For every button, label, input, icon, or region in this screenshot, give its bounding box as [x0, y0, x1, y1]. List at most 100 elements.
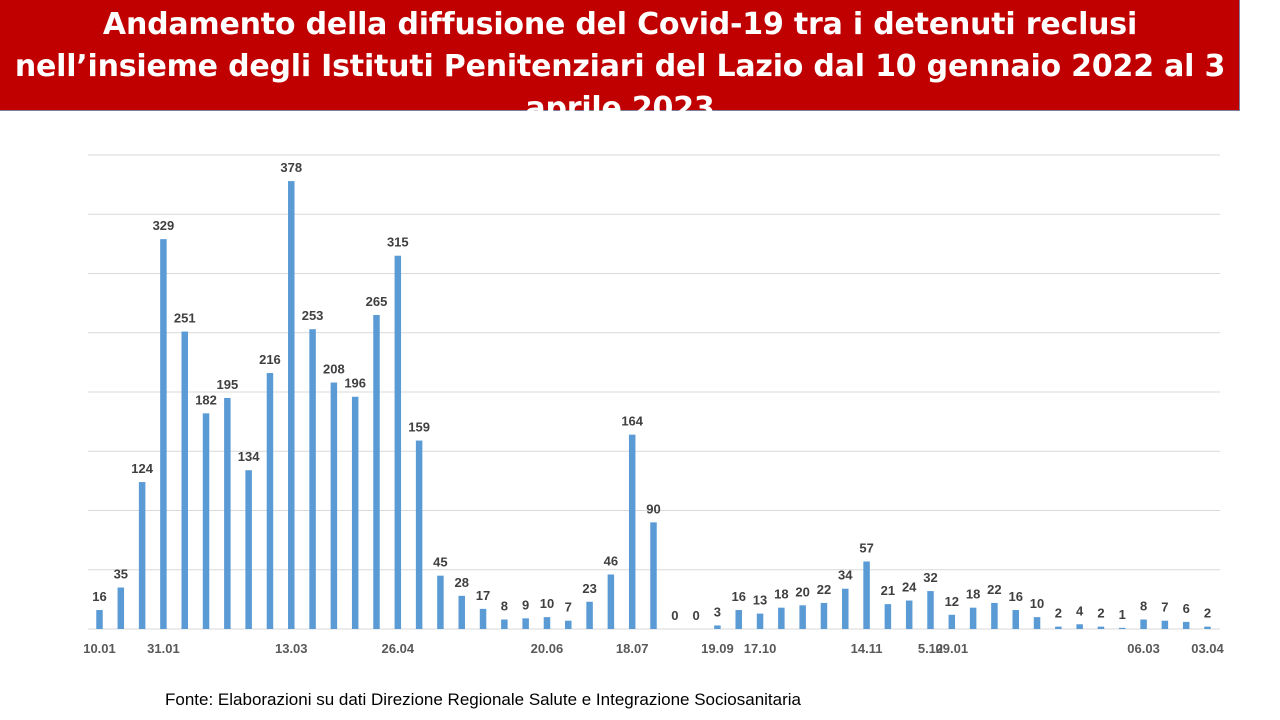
bar-value-label: 315: [387, 235, 409, 250]
bar: [117, 587, 125, 629]
bar: [479, 608, 487, 629]
bar: [650, 522, 657, 629]
bar-value-label: 13: [753, 593, 767, 608]
bar-value-label: 253: [302, 308, 324, 323]
bar: [863, 561, 870, 629]
bar-value-label: 20: [795, 584, 809, 599]
bar-value-label: 2: [1097, 606, 1104, 621]
bar-value-label: 134: [238, 449, 260, 464]
bar-value-label: 57: [859, 540, 873, 555]
bar: [288, 181, 295, 629]
bars: [96, 181, 1211, 630]
bar: [1119, 627, 1126, 629]
bar-value-label: 8: [1140, 599, 1147, 614]
bar-value-label: 1: [1119, 607, 1126, 622]
bar: [1055, 626, 1062, 629]
bar-value-label: 3: [714, 604, 721, 619]
x-tick-label: 19.09: [701, 641, 734, 656]
bar-value-label: 16: [92, 589, 106, 604]
bar-value-label: 159: [408, 420, 430, 435]
bar: [565, 620, 572, 629]
bar: [905, 600, 913, 629]
bar-value-label: 196: [344, 376, 366, 391]
bar-value-label: 17: [476, 588, 490, 603]
bar: [1204, 626, 1211, 629]
bar: [224, 397, 231, 629]
bar: [458, 595, 465, 629]
bar-value-label: 4: [1076, 603, 1084, 618]
x-tick-label: 13.03: [275, 641, 308, 656]
x-tick-label: 06.03: [1127, 641, 1160, 656]
bar-value-label: 164: [621, 414, 643, 429]
x-tick-labels: 10.01 31.01 13.03 26.04 20.06 18.07 19.09 17.10…: [83, 641, 1224, 656]
bar-value-label: 22: [817, 582, 831, 597]
bar-value-label: 251: [174, 311, 196, 326]
bar-value-label: 45: [433, 555, 447, 570]
bar-value-label: 124: [131, 461, 153, 476]
bar-value-label: 265: [366, 294, 388, 309]
bar: [138, 482, 146, 629]
bar: [948, 614, 956, 629]
bar-value-label: 0: [693, 608, 700, 623]
bar-value-label: 0: [671, 608, 678, 623]
bar: [1161, 620, 1169, 629]
bar: [437, 575, 444, 629]
bar-value-label: 34: [838, 568, 853, 583]
bar: [969, 607, 977, 629]
bar: [778, 607, 785, 629]
bar: [820, 602, 828, 629]
bar: [351, 396, 359, 629]
bar-value-label: 21: [881, 583, 895, 598]
bar: [373, 314, 380, 629]
bar: [991, 602, 998, 629]
bar: [586, 601, 593, 629]
bar: [309, 329, 316, 629]
bar-value-label: 16: [731, 589, 745, 604]
bar: [1033, 617, 1041, 629]
value-labels: 1635124329251182195134216378253208196265…: [92, 160, 1211, 623]
bar: [522, 618, 529, 629]
bar: [181, 331, 188, 629]
bar: [628, 434, 636, 629]
bar-value-label: 216: [259, 352, 281, 367]
bar-value-label: 32: [923, 570, 937, 585]
bar-value-label: 208: [323, 362, 345, 377]
bar-value-label: 6: [1183, 601, 1190, 616]
bar-value-label: 23: [582, 581, 596, 596]
bar: [330, 382, 338, 629]
bar-value-label: 35: [114, 567, 128, 582]
x-tick-label: 09.01: [936, 641, 969, 656]
bar: [1182, 621, 1190, 629]
x-tick-label: 5.12: [918, 641, 943, 656]
bar-value-label: 7: [565, 600, 572, 615]
bar-value-label: 329: [153, 218, 175, 233]
x-tick-label: 31.01: [147, 641, 180, 656]
bar-value-label: 28: [454, 575, 468, 590]
bar-value-label: 24: [902, 580, 917, 595]
x-tick-label: 18.07: [616, 641, 649, 656]
bar-value-label: 90: [646, 501, 660, 516]
bar: [415, 440, 423, 629]
chart-title: Andamento della diffusione del Covid-19 …: [14, 7, 1226, 126]
bar-value-label: 46: [604, 553, 618, 568]
bar: [884, 604, 892, 629]
bar: [543, 617, 551, 629]
source-note: Fonte: Elaborazioni su dati Direzione Re…: [165, 690, 801, 709]
bar-value-label: 378: [280, 160, 302, 175]
bar: [501, 619, 508, 629]
x-tick-label: 17.10: [744, 641, 777, 656]
bar-value-label: 10: [540, 596, 554, 611]
bar-value-label: 9: [522, 597, 529, 612]
bar: [714, 625, 721, 629]
bar: [202, 413, 210, 629]
bar-value-label: 7: [1161, 600, 1168, 615]
bar-value-label: 195: [216, 377, 238, 392]
bar: [394, 255, 402, 630]
bar: [927, 591, 934, 629]
bar-value-label: 18: [774, 587, 788, 602]
x-tick-label: 10.01: [83, 641, 116, 656]
bar-value-label: 22: [987, 582, 1001, 597]
bar: [1076, 624, 1083, 629]
title-banner: Andamento della diffusione del Covid-19 …: [0, 0, 1240, 126]
bar: [160, 239, 167, 629]
